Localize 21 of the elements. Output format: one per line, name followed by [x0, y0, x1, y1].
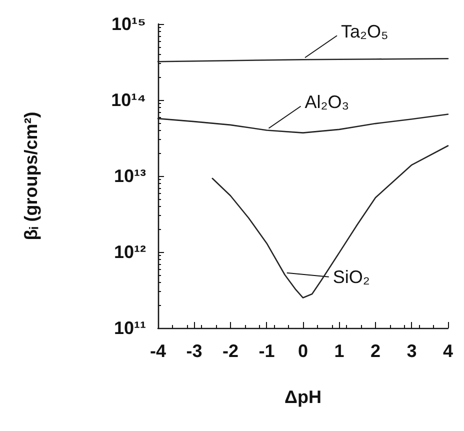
x-tick-label: 0 — [298, 341, 308, 361]
x-tick-label: -2 — [222, 341, 239, 361]
y-tick-label: 10¹³ — [114, 166, 146, 186]
y-tick-label: 10¹² — [114, 242, 146, 262]
y-tick-label: 10¹⁵ — [112, 14, 146, 34]
x-tick-label: -1 — [258, 341, 275, 361]
series-label: Ta₂O₅ — [340, 22, 388, 42]
x-tick-label: 3 — [406, 341, 417, 361]
x-tick-label: -3 — [186, 341, 202, 361]
line-series — [212, 145, 449, 298]
series-label: Al₂O₃ — [304, 92, 350, 112]
x-axis-title: ΔpH — [284, 387, 322, 407]
x-tick-label: 2 — [370, 341, 381, 361]
x-tick-label: 1 — [334, 341, 344, 361]
x-tick-label: -4 — [150, 341, 166, 361]
line-series — [157, 114, 449, 134]
y-axis-title: βᵢ (groups/cm²) — [21, 112, 41, 240]
x-tick-label: 4 — [442, 341, 453, 361]
y-tick-label: 10¹¹ — [114, 318, 146, 338]
series-label: SiO₂ — [332, 266, 370, 287]
y-tick-label: 10¹⁴ — [111, 90, 146, 110]
